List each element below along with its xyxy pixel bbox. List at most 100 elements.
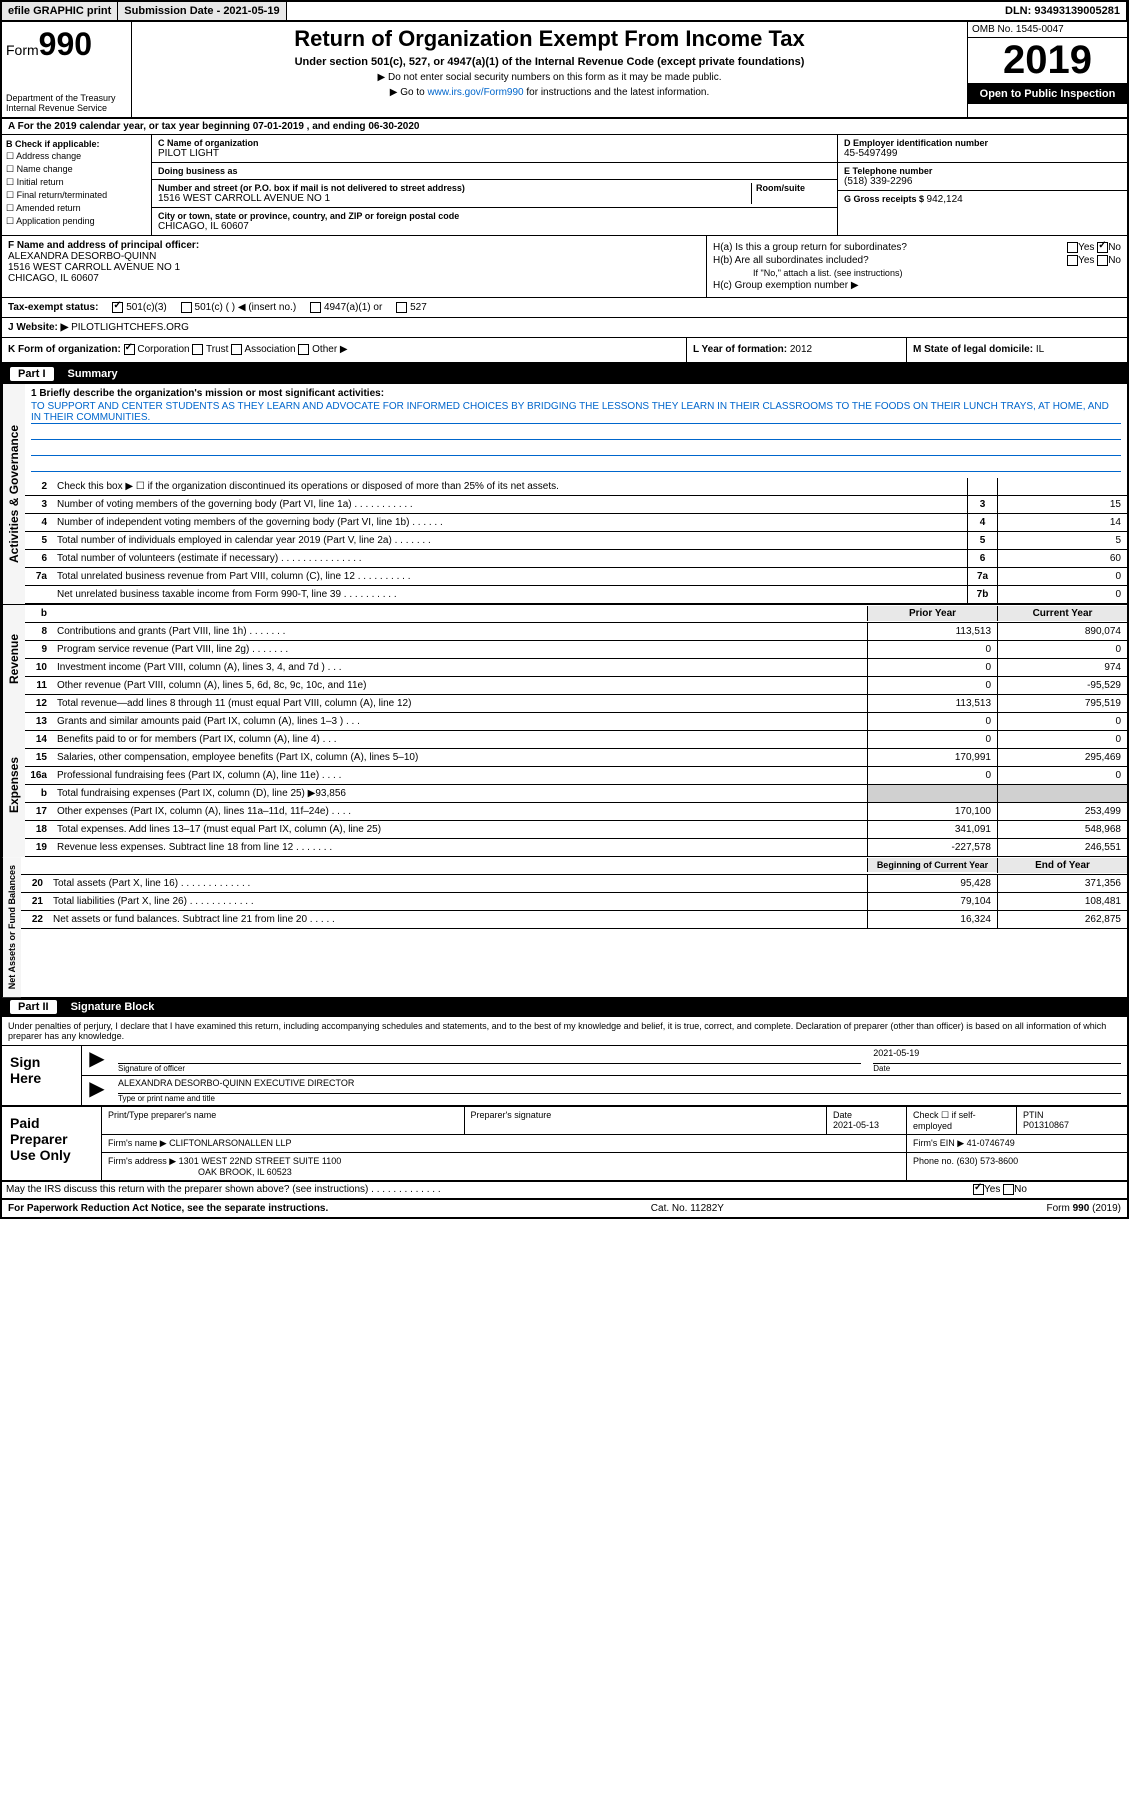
section-bcd: B Check if applicable: ☐ Address change … [2, 135, 1127, 236]
mission-blank3 [31, 458, 1121, 472]
officer-name: ALEXANDRA DESORBO-QUINN [8, 251, 700, 262]
part2-title: Signature Block [71, 1001, 155, 1013]
prep-date-hdr: Date [833, 1110, 852, 1120]
gross-value: 942,124 [927, 194, 963, 205]
irs-link[interactable]: www.irs.gov/Form990 [427, 87, 523, 98]
form-subtitle: Under section 501(c), 527, or 4947(a)(1)… [136, 56, 963, 68]
gross-label: G Gross receipts $ [844, 194, 927, 204]
table-row: 13Grants and similar amounts paid (Part … [25, 713, 1127, 731]
note2-post: for instructions and the latest informat… [524, 87, 710, 98]
table-row: 14Benefits paid to or for members (Part … [25, 731, 1127, 749]
klm-row: K Form of organization: Corporation Trus… [2, 338, 1127, 363]
ein-value: 45-5497499 [844, 148, 1121, 159]
table-row: 9Program service revenue (Part VIII, lin… [25, 641, 1127, 659]
officer-sig-label: Signature of officer [118, 1064, 861, 1073]
hb-yes[interactable] [1067, 255, 1078, 266]
city-label: City or town, state or province, country… [158, 211, 831, 221]
h-b-row: H(b) Are all subordinates included? Yes … [713, 255, 1121, 266]
preparer-label: Paid Preparer Use Only [2, 1107, 102, 1180]
chk-other[interactable] [298, 344, 309, 355]
h-a-row: H(a) Is this a group return for subordin… [713, 242, 1121, 253]
hb-no[interactable] [1097, 255, 1108, 266]
chk-527[interactable] [396, 302, 407, 313]
begin-year-hdr: Beginning of Current Year [867, 858, 997, 872]
end-year-hdr: End of Year [997, 858, 1127, 873]
chk-501c3[interactable] [112, 302, 123, 313]
tel-value: (518) 339-2296 [844, 176, 1121, 187]
col-b-header: B Check if applicable: [6, 139, 147, 149]
footer-left: For Paperwork Reduction Act Notice, see … [8, 1203, 328, 1214]
form-title: Return of Organization Exempt From Incom… [136, 26, 963, 52]
firm-ein: 41-0746749 [967, 1138, 1015, 1148]
chk-amended[interactable]: ☐ Amended return [6, 203, 147, 214]
part2-num: Part II [10, 1000, 57, 1014]
tax-year: 2019 [968, 38, 1127, 84]
room-label: Room/suite [756, 183, 831, 193]
tax-status-row: Tax-exempt status: 501(c)(3) 501(c) ( ) … [2, 298, 1127, 318]
firm-label: Firm's name ▶ [108, 1138, 167, 1148]
note2: ▶ Go to www.irs.gov/Form990 for instruct… [136, 87, 963, 98]
chk-name-change[interactable]: ☐ Name change [6, 164, 147, 175]
officer-printed-name: ALEXANDRA DESORBO-QUINN EXECUTIVE DIRECT… [118, 1078, 1121, 1094]
part2-header: Part II Signature Block [2, 997, 1127, 1017]
col-f: F Name and address of principal officer:… [2, 236, 707, 297]
efile-label: efile GRAPHIC print [2, 2, 118, 20]
officer-signature[interactable] [118, 1048, 861, 1064]
chk-corp[interactable] [124, 344, 135, 355]
ha-no[interactable] [1097, 242, 1108, 253]
ha-yes[interactable] [1067, 242, 1078, 253]
table-row: 17Other expenses (Part IX, column (A), l… [25, 803, 1127, 821]
sign-here-block: Sign Here ▶ Signature of officer 2021-05… [2, 1046, 1127, 1107]
arrow-icon: ▶ [82, 1076, 112, 1105]
part1-header: Part I Summary [2, 364, 1127, 384]
chk-501c[interactable] [181, 302, 192, 313]
table-row: 18Total expenses. Add lines 13–17 (must … [25, 821, 1127, 839]
tel-label: E Telephone number [844, 166, 1121, 176]
omb-number: OMB No. 1545-0047 [968, 22, 1127, 38]
chk-pending[interactable]: ☐ Application pending [6, 216, 147, 227]
inspection-badge: Open to Public Inspection [968, 84, 1127, 104]
discuss-yes[interactable] [973, 1184, 984, 1195]
k-label: K Form of organization: [8, 345, 121, 356]
dba-label: Doing business as [158, 166, 831, 176]
rev-vlabel: Revenue [2, 605, 25, 713]
section-fh: F Name and address of principal officer:… [2, 236, 1127, 298]
governance-section: Activities & Governance 1 Briefly descri… [2, 384, 1127, 604]
mission-block: 1 Briefly describe the organization's mi… [25, 384, 1127, 478]
firm-ein-label: Firm's EIN ▶ [913, 1138, 964, 1148]
prior-year-hdr: Prior Year [867, 606, 997, 621]
note1: ▶ Do not enter social security numbers o… [136, 72, 963, 83]
chk-trust[interactable] [192, 344, 203, 355]
table-row: 7aTotal unrelated business revenue from … [25, 568, 1127, 586]
discuss-no[interactable] [1003, 1184, 1014, 1195]
pycy-header: b Prior Year Current Year [25, 605, 1127, 623]
tax-label: Tax-exempt status: [8, 302, 98, 313]
h-c-row: H(c) Group exemption number ▶ [713, 280, 1121, 291]
table-row: 11Other revenue (Part VIII, column (A), … [25, 677, 1127, 695]
preparer-block: Paid Preparer Use Only Print/Type prepar… [2, 1107, 1127, 1182]
k-cell: K Form of organization: Corporation Trus… [2, 338, 687, 361]
chk-assoc[interactable] [231, 344, 242, 355]
chk-final-return[interactable]: ☐ Final return/terminated [6, 190, 147, 201]
city-row: City or town, state or province, country… [152, 208, 837, 235]
table-row: 3Number of voting members of the governi… [25, 496, 1127, 514]
sig-date: 2021-05-19 [873, 1048, 1121, 1064]
chk-initial-return[interactable]: ☐ Initial return [6, 177, 147, 188]
prep-row3: Firm's address ▶ 1301 WEST 22ND STREET S… [102, 1153, 1127, 1180]
note2-pre: ▶ Go to [390, 87, 428, 98]
chk-4947[interactable] [310, 302, 321, 313]
ein-label: D Employer identification number [844, 138, 1121, 148]
table-row: 10Investment income (Part VIII, column (… [25, 659, 1127, 677]
prep-row2: Firm's name ▶ CLIFTONLARSONALLEN LLP Fir… [102, 1135, 1127, 1153]
footer-mid: Cat. No. 11282Y [651, 1203, 724, 1214]
phone-label: Phone no. [913, 1156, 954, 1166]
footer: For Paperwork Reduction Act Notice, see … [2, 1200, 1127, 1217]
mission-text: TO SUPPORT AND CENTER STUDENTS AS THEY L… [31, 401, 1121, 424]
col-b: B Check if applicable: ☐ Address change … [2, 135, 152, 235]
table-row: 19Revenue less expenses. Subtract line 1… [25, 839, 1127, 857]
firm-addr: 1301 WEST 22ND STREET SUITE 1100 [179, 1156, 342, 1166]
dba-row: Doing business as [152, 163, 837, 180]
gov-vlabel: Activities & Governance [2, 384, 25, 604]
chk-address-change[interactable]: ☐ Address change [6, 151, 147, 162]
prep-date: 2021-05-13 [833, 1120, 879, 1130]
